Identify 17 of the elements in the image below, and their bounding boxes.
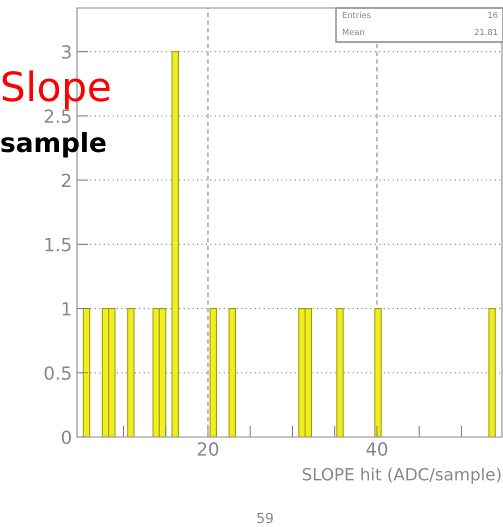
x-tick-label: 40 xyxy=(366,442,388,456)
annotation: Mean xyxy=(342,28,364,36)
text: 59 xyxy=(257,512,273,524)
y-tick-label: 2 xyxy=(62,174,70,187)
annotation: sample xyxy=(1,132,106,158)
y-tick-label: 1.5 xyxy=(45,238,71,252)
y-tick-label: 3 xyxy=(62,45,71,59)
y-tick-label: 0.5 xyxy=(44,366,71,380)
x-tick-label: 20 xyxy=(198,442,218,456)
annotation: Entries xyxy=(342,12,371,18)
annotation: 21.81 xyxy=(474,28,498,36)
y-tick-label: 1 xyxy=(62,302,70,316)
y-tick-label: 0 xyxy=(62,430,71,444)
annotation: 16 xyxy=(488,12,498,18)
annotation: Slope xyxy=(2,70,110,110)
x-axis-title: SLOPE hit (ADC/sample) xyxy=(302,468,501,484)
y-tick-label: 2.5 xyxy=(44,109,71,124)
